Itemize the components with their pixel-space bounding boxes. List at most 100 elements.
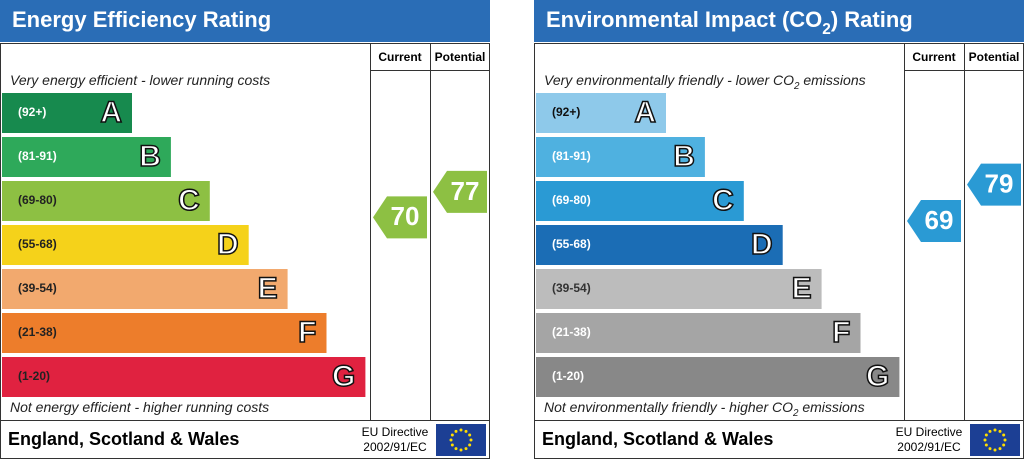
- band-range: (1-20): [552, 369, 584, 383]
- bottom-note: Not energy efficient - higher running co…: [10, 399, 269, 415]
- directive-line: EU Directive: [896, 425, 963, 439]
- band-range: (55-68): [18, 237, 57, 251]
- rating-arrow: [433, 170, 487, 213]
- eu-star: [464, 429, 468, 433]
- panel-frame: [0, 43, 490, 459]
- eu-star: [1002, 443, 1006, 447]
- potential-header: Potential: [969, 50, 1020, 64]
- band-letter: F: [298, 316, 316, 349]
- panel-title-part: ) Rating: [831, 7, 913, 32]
- eu-star: [984, 433, 988, 437]
- eu-star: [450, 433, 454, 437]
- eu-star: [464, 447, 468, 451]
- eu-star: [459, 428, 463, 432]
- band-range: (21-38): [18, 325, 57, 339]
- bottom-note-subscript: 2: [792, 408, 799, 419]
- directive-line: EU Directive: [362, 425, 429, 439]
- top-note-part: emissions: [799, 72, 865, 88]
- current-header: Current: [378, 50, 421, 64]
- band-range: (81-91): [18, 149, 57, 163]
- band-range: (92+): [552, 105, 580, 119]
- eu-star: [450, 443, 454, 447]
- eu-star: [984, 443, 988, 447]
- eu-star: [454, 447, 458, 451]
- bottom-note-part: Not energy efficient - higher running co…: [10, 399, 269, 415]
- rating-value: 77: [451, 176, 480, 206]
- rating-band: [2, 93, 132, 133]
- rating-band: [536, 137, 705, 177]
- band-range: (69-80): [552, 193, 591, 207]
- eu-star: [1003, 438, 1007, 442]
- title-bar: [534, 0, 1024, 42]
- band-range: (81-91): [552, 149, 591, 163]
- panel-title: Energy Efficiency Rating: [12, 7, 271, 32]
- band-range: (21-38): [552, 325, 591, 339]
- band-letter: A: [100, 96, 122, 129]
- band-range: (69-80): [18, 193, 57, 207]
- top-note: Very energy efficient - lower running co…: [10, 72, 270, 88]
- rating-value: 69: [925, 205, 954, 235]
- eu-star: [993, 428, 997, 432]
- rating-band: [2, 225, 249, 265]
- eu-star: [998, 447, 1002, 451]
- rating-band: [536, 269, 822, 309]
- eu-star: [468, 433, 472, 437]
- top-note-part: Very energy efficient - lower running co…: [10, 72, 270, 88]
- rating-band: [536, 357, 900, 397]
- rating-band: [2, 313, 327, 353]
- band-range: (1-20): [18, 369, 50, 383]
- band-letter: E: [792, 272, 812, 305]
- eu-star: [1002, 433, 1006, 437]
- band-range: (55-68): [552, 237, 591, 251]
- band-letter: E: [258, 272, 278, 305]
- eu-star: [998, 429, 1002, 433]
- rating-band: [2, 269, 288, 309]
- eu-star: [469, 438, 473, 442]
- top-note: Very environmentally friendly - lower CO…: [544, 72, 866, 92]
- rating-panel: Environmental Impact (CO2) RatingCurrent…: [534, 0, 1024, 459]
- band-letter: G: [866, 360, 889, 393]
- rating-arrow: [967, 163, 1021, 206]
- band-letter: G: [332, 360, 355, 393]
- band-range: (39-54): [552, 281, 591, 295]
- eu-star: [454, 429, 458, 433]
- rating-band: [536, 181, 744, 221]
- band-letter: A: [634, 96, 656, 129]
- eu-star: [993, 448, 997, 452]
- band-letter: F: [832, 316, 850, 349]
- rating-panel: Energy Efficiency Rating Current Potential…: [0, 0, 490, 459]
- eu-star: [988, 447, 992, 451]
- rating-band: [536, 225, 783, 265]
- footer-region: England, Scotland & Wales: [542, 429, 773, 449]
- panel-title: Environmental Impact (CO2) Rating: [546, 7, 913, 38]
- rating-band: [2, 357, 366, 397]
- panel-title-part: Energy Efficiency Rating: [12, 7, 271, 32]
- panel-title-subscript: 2: [822, 21, 831, 38]
- rating-band: [536, 93, 666, 133]
- directive-line: 2002/91/EC: [897, 440, 961, 454]
- title-bar: [0, 0, 490, 42]
- potential-header: Potential: [435, 50, 486, 64]
- panel-title-part: Environmental Impact (CO: [546, 7, 822, 32]
- rating-value: 70: [391, 201, 420, 231]
- eu-star: [983, 438, 987, 442]
- top-note-part: Very environmentally friendly - lower CO: [544, 72, 794, 88]
- rating-arrow: [907, 200, 961, 242]
- band-range: (39-54): [18, 281, 57, 295]
- rating-arrow: [373, 196, 427, 239]
- bottom-note-part: emissions: [798, 399, 864, 415]
- band-letter: C: [178, 184, 200, 217]
- eu-star: [468, 443, 472, 447]
- band-letter: C: [712, 184, 734, 217]
- directive-line: 2002/91/EC: [363, 440, 427, 454]
- band-letter: D: [751, 228, 773, 261]
- bottom-note-part: Not environmentally friendly - higher CO: [544, 399, 793, 415]
- rating-band: [2, 181, 210, 221]
- rating-band: [536, 313, 861, 353]
- eu-star: [449, 438, 453, 442]
- rating-value: 79: [985, 169, 1014, 199]
- band-letter: D: [217, 228, 239, 261]
- top-note-subscript: 2: [793, 81, 800, 92]
- bottom-note: Not environmentally friendly - higher CO…: [544, 399, 865, 419]
